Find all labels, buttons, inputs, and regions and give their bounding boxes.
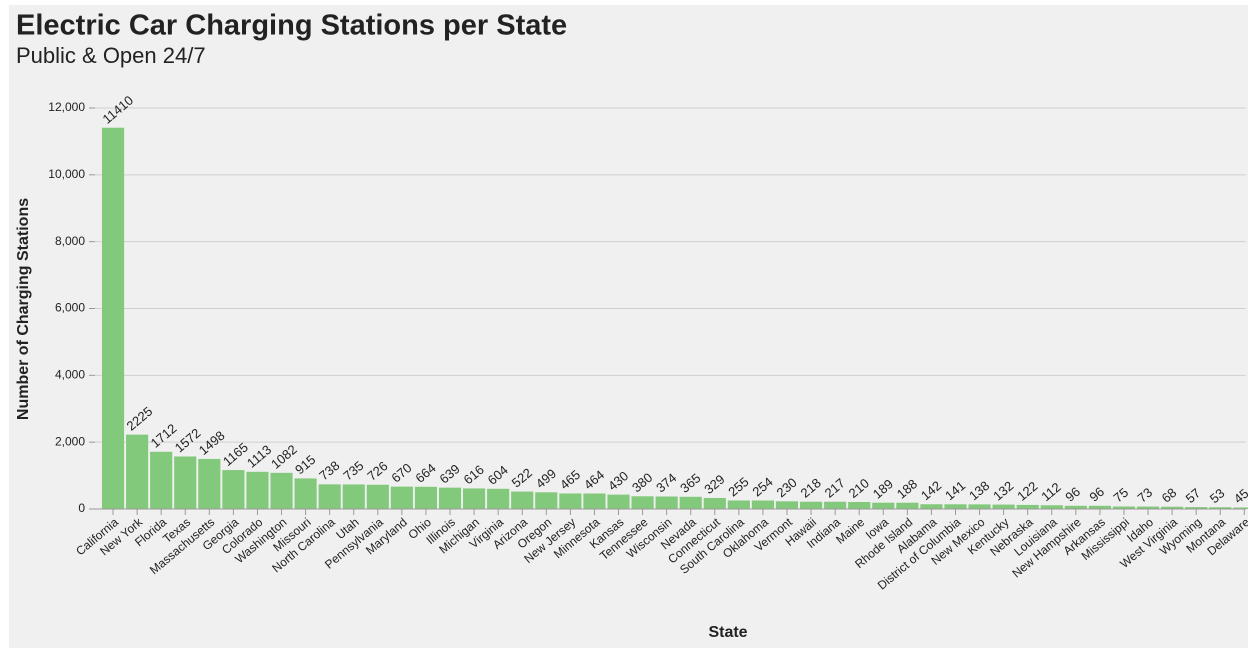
bar (270, 472, 293, 509)
y-tick-label: 8,000 (55, 234, 85, 248)
bar (1209, 507, 1232, 509)
chart-title: Electric Car Charging Stations per State (16, 10, 567, 42)
bar (318, 484, 341, 509)
bar (1112, 506, 1136, 509)
bar (727, 500, 750, 509)
bar (992, 504, 1015, 509)
bar (294, 478, 317, 509)
x-axis-title: State (708, 624, 747, 641)
bar (1088, 505, 1111, 509)
bar (631, 496, 654, 509)
bar (559, 493, 582, 509)
y-tick-label: 6,000 (55, 301, 85, 315)
bar (751, 500, 774, 509)
bar (150, 451, 173, 509)
bar (968, 504, 991, 509)
bar (174, 456, 197, 509)
bar (655, 496, 678, 509)
y-axis-title: Number of Charging Stations (15, 198, 32, 420)
bar (824, 501, 847, 509)
bar (126, 434, 149, 509)
bar (944, 504, 967, 509)
bar (1040, 505, 1063, 509)
y-tick-label: 12,000 (48, 100, 85, 114)
y-tick-label: 0 (78, 501, 85, 515)
bar (535, 492, 558, 509)
bar (1136, 506, 1160, 509)
bar (848, 501, 871, 509)
bar (679, 496, 702, 509)
bar (438, 487, 462, 509)
bar (463, 488, 486, 509)
chart-subtitle: Public & Open 24/7 (16, 43, 206, 68)
chart-background (9, 5, 1248, 648)
bar (390, 486, 413, 509)
bar (872, 502, 895, 509)
bar (896, 502, 919, 509)
y-tick-label: 10,000 (48, 167, 85, 181)
bar (920, 504, 943, 509)
bar (1161, 506, 1184, 509)
bar (487, 488, 510, 509)
bar (775, 501, 799, 509)
bar (222, 470, 245, 509)
bar (342, 484, 365, 509)
y-tick-label: 4,000 (55, 368, 85, 382)
bar (366, 484, 389, 509)
bar (607, 494, 630, 509)
bar (414, 486, 438, 509)
bar (1233, 507, 1248, 509)
y-tick-label: 2,000 (55, 434, 85, 448)
bar (511, 491, 534, 509)
bar (246, 471, 269, 509)
bar (1185, 507, 1208, 509)
bar (198, 458, 221, 509)
bar (799, 501, 823, 509)
bar (1016, 504, 1039, 509)
value-label: 45 (1231, 486, 1248, 507)
bar (703, 498, 726, 509)
bar (583, 493, 606, 509)
bar (101, 127, 125, 510)
bar (1064, 505, 1087, 509)
